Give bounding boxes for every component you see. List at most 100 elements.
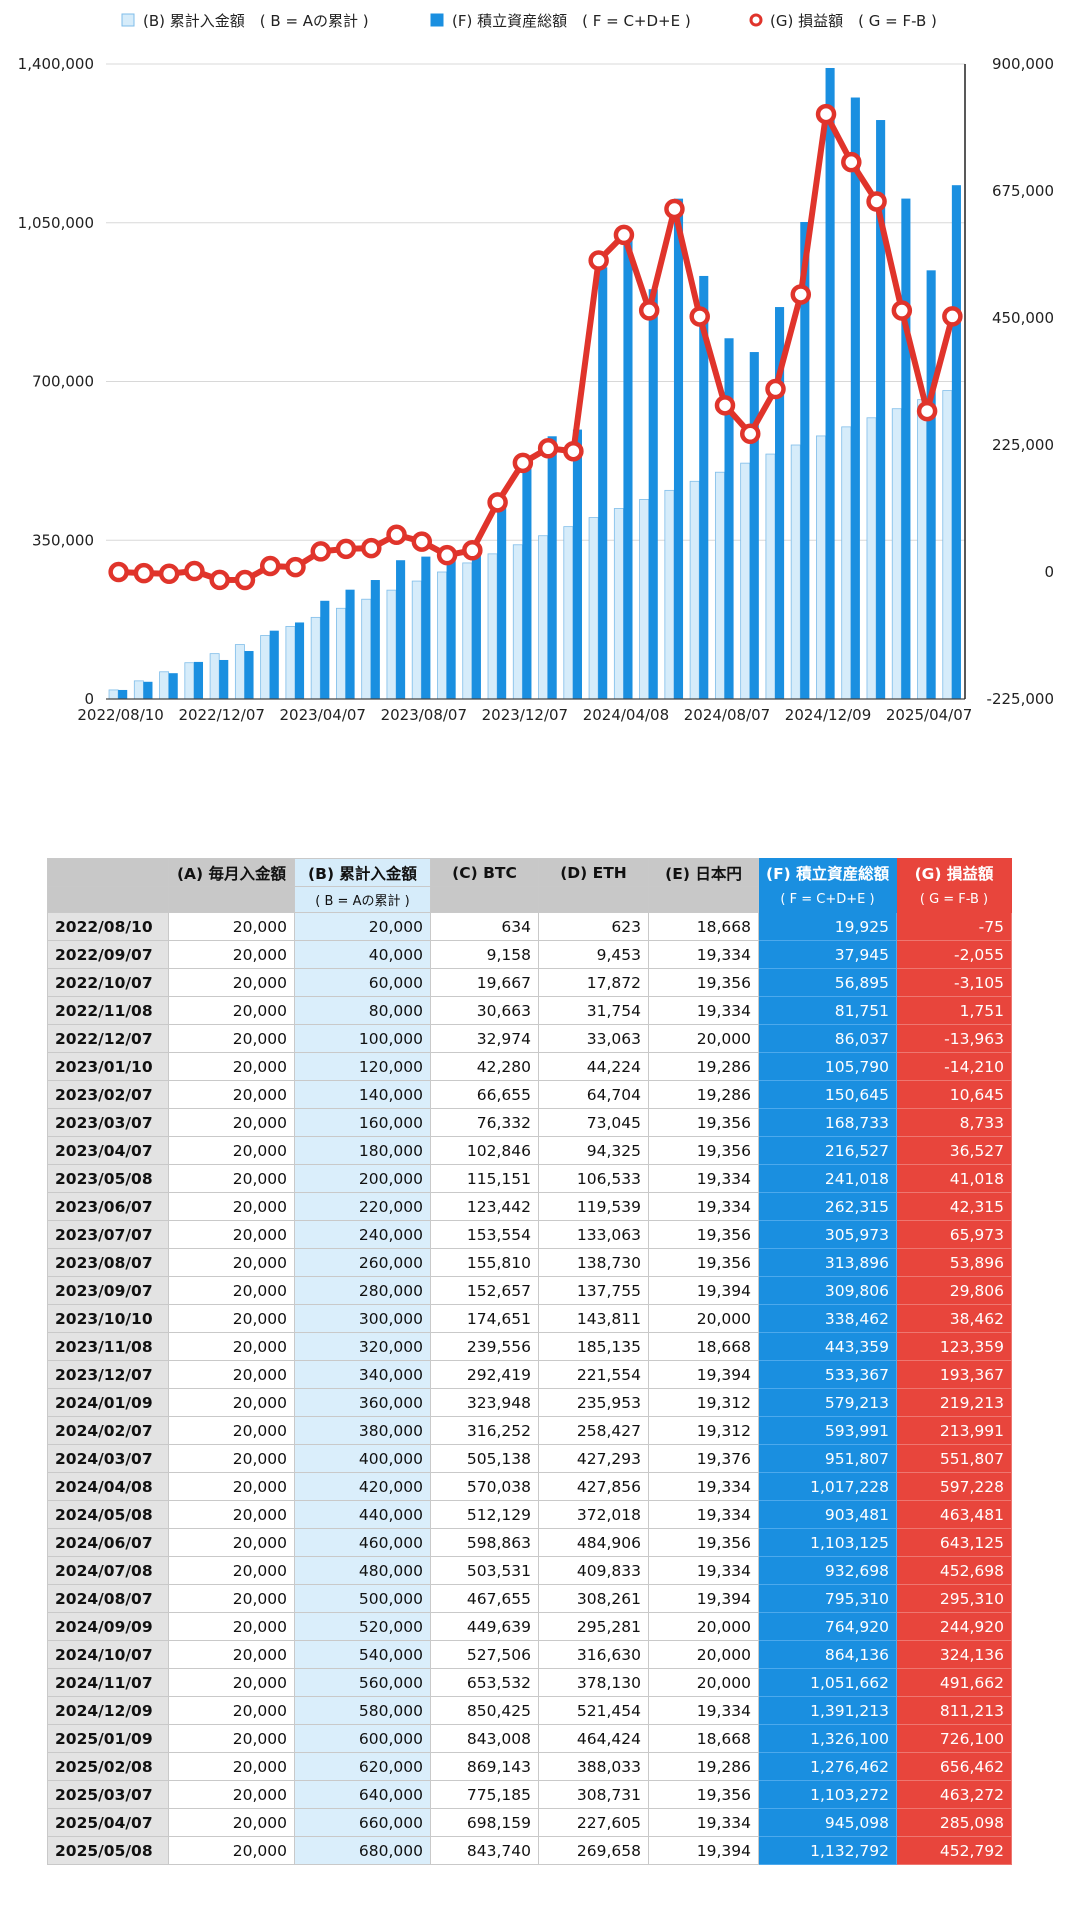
btc-cell: 634 bbox=[430, 912, 539, 941]
table-row: 2023/01/10 20,000 120,000 42,280 44,224 19,28… bbox=[47, 1052, 1012, 1081]
point-profit-loss bbox=[158, 563, 180, 585]
x-tick-label: 2024/04/08 bbox=[583, 706, 669, 724]
monthly-deposit-cell: 20,000 bbox=[168, 1444, 295, 1473]
table-row: 2023/07/07 20,000 240,000 153,554 133,063 19,… bbox=[47, 1220, 1012, 1249]
bar-cumulative-deposit bbox=[664, 489, 675, 700]
total-assets-cell: 1,391,213 bbox=[758, 1696, 897, 1725]
eth-cell: 33,063 bbox=[538, 1024, 649, 1053]
jpy-cell: 19,334 bbox=[648, 1500, 759, 1529]
eth-cell: 133,063 bbox=[538, 1220, 649, 1249]
point-profit-loss bbox=[108, 561, 129, 583]
bar-total-assets bbox=[320, 600, 330, 699]
btc-cell: 505,138 bbox=[430, 1444, 539, 1473]
total-assets-cell: 37,945 bbox=[758, 940, 897, 969]
jpy-cell: 19,286 bbox=[648, 1052, 759, 1081]
bar-cumulative-deposit bbox=[613, 508, 624, 700]
jpy-cell: 19,334 bbox=[648, 1556, 759, 1585]
bar-total-assets bbox=[926, 270, 936, 699]
btc-cell: 512,129 bbox=[430, 1500, 539, 1529]
total-assets-cell: 1,276,462 bbox=[758, 1752, 897, 1781]
cumulative-deposit-cell: 600,000 bbox=[294, 1724, 431, 1753]
btc-cell: 155,810 bbox=[430, 1248, 539, 1277]
jpy-cell: 19,356 bbox=[648, 1220, 759, 1249]
date-cell: 2023/09/07 bbox=[47, 1276, 169, 1305]
bar-total-assets bbox=[143, 681, 153, 699]
btc-cell: 653,532 bbox=[430, 1668, 539, 1697]
point-profit-loss bbox=[234, 569, 256, 591]
btc-cell: 19,667 bbox=[430, 968, 539, 997]
btc-cell: 152,657 bbox=[430, 1276, 539, 1305]
legend-marker-total-assets bbox=[430, 13, 444, 27]
bar-total-assets bbox=[118, 689, 128, 699]
profit-loss-cell: 213,991 bbox=[896, 1416, 1012, 1445]
legend-marker-profit-loss bbox=[749, 13, 763, 27]
bar-total-assets bbox=[876, 120, 886, 699]
table-row: 2023/09/07 20,000 280,000 152,657 137,755 19,… bbox=[47, 1276, 1012, 1305]
bar-total-assets bbox=[623, 237, 633, 699]
profit-loss-cell: 643,125 bbox=[896, 1528, 1012, 1557]
monthly-deposit-cell: 20,000 bbox=[168, 1724, 295, 1753]
cumulative-deposit-cell: 540,000 bbox=[294, 1640, 431, 1669]
eth-cell: 143,811 bbox=[538, 1304, 649, 1333]
profit-loss-cell: 491,662 bbox=[896, 1668, 1012, 1697]
cumulative-deposit-cell: 180,000 bbox=[294, 1136, 431, 1165]
total-assets-cell: 945,098 bbox=[758, 1808, 897, 1837]
monthly-deposit-cell: 20,000 bbox=[168, 1752, 295, 1781]
bar-cumulative-deposit bbox=[310, 616, 321, 700]
bar-total-assets bbox=[294, 622, 305, 699]
bar-cumulative-deposit bbox=[234, 644, 245, 700]
table-row: 2024/12/09 20,000 580,000 850,425 521,454 19,… bbox=[47, 1696, 1012, 1725]
table-row: 2025/02/08 20,000 620,000 869,143 388,033 19,… bbox=[47, 1752, 1012, 1781]
bar-total-assets bbox=[724, 338, 734, 699]
eth-cell: 295,281 bbox=[538, 1612, 649, 1641]
bar-cumulative-deposit bbox=[462, 562, 473, 700]
cumulative-deposit-cell: 560,000 bbox=[294, 1668, 431, 1697]
total-assets-cell: 764,920 bbox=[758, 1612, 897, 1641]
y-right-tick-label: -225,000 bbox=[987, 690, 1054, 708]
total-assets-cell: 168,733 bbox=[758, 1108, 897, 1137]
bar-cumulative-deposit bbox=[512, 544, 523, 700]
bar-total-assets bbox=[901, 198, 911, 699]
point-profit-loss bbox=[184, 560, 205, 582]
chart-legend: (B) 累計入金額 ( B = Aの累計 ) (F) 積立資産総額 ( F = C… bbox=[121, 12, 937, 30]
jpy-cell: 19,376 bbox=[648, 1444, 759, 1473]
total-assets-cell: 305,973 bbox=[758, 1220, 897, 1249]
point-profit-loss bbox=[588, 250, 609, 271]
total-assets-cell: 86,037 bbox=[758, 1024, 897, 1053]
jpy-cell: 18,668 bbox=[648, 1332, 759, 1361]
profit-loss-cell: 38,462 bbox=[896, 1304, 1012, 1333]
date-cell: 2023/03/07 bbox=[47, 1108, 169, 1137]
eth-cell: 388,033 bbox=[538, 1752, 649, 1781]
bar-cumulative-deposit bbox=[411, 580, 422, 700]
cumulative-deposit-cell: 260,000 bbox=[294, 1248, 431, 1277]
jpy-cell: 19,334 bbox=[648, 996, 759, 1025]
profit-loss-cell: 463,272 bbox=[896, 1780, 1012, 1809]
cumulative-deposit-cell: 640,000 bbox=[294, 1780, 431, 1809]
monthly-deposit-cell: 20,000 bbox=[168, 1808, 295, 1837]
table-body: 2022/08/10 20,000 20,000 634 623 18,668 19,925… bbox=[47, 912, 1012, 1865]
bar-cumulative-deposit bbox=[765, 453, 776, 700]
btc-cell: 9,158 bbox=[430, 940, 539, 969]
btc-cell: 527,506 bbox=[430, 1640, 539, 1669]
point-profit-loss bbox=[765, 378, 786, 400]
monthly-deposit-cell: 20,000 bbox=[168, 996, 295, 1025]
total-assets-cell: 1,017,228 bbox=[758, 1472, 897, 1501]
point-profit-loss bbox=[487, 492, 508, 513]
cumulative-deposit-cell: 680,000 bbox=[294, 1836, 431, 1865]
jpy-cell: 19,356 bbox=[648, 1780, 759, 1809]
date-cell: 2022/08/10 bbox=[47, 912, 169, 941]
btc-cell: 102,846 bbox=[430, 1136, 539, 1165]
eth-cell: 17,872 bbox=[538, 968, 649, 997]
btc-cell: 153,554 bbox=[430, 1220, 539, 1249]
date-cell: 2022/10/07 bbox=[47, 968, 169, 997]
monthly-deposit-cell: 20,000 bbox=[168, 1388, 295, 1417]
jpy-cell: 20,000 bbox=[648, 1640, 759, 1669]
legend-marker-cumulative-deposit bbox=[121, 13, 135, 27]
cumulative-deposit-cell: 400,000 bbox=[294, 1444, 431, 1473]
legend-label: (F) 積立資産総額 ( F = C+D+E ) bbox=[452, 12, 691, 30]
monthly-deposit-cell: 20,000 bbox=[168, 1192, 295, 1221]
cumulative-deposit-cell: 420,000 bbox=[294, 1472, 431, 1501]
line-profit-loss bbox=[118, 111, 956, 584]
profit-loss-cell: 8,733 bbox=[896, 1108, 1012, 1137]
x-tick-label: 2023/12/07 bbox=[482, 706, 568, 724]
